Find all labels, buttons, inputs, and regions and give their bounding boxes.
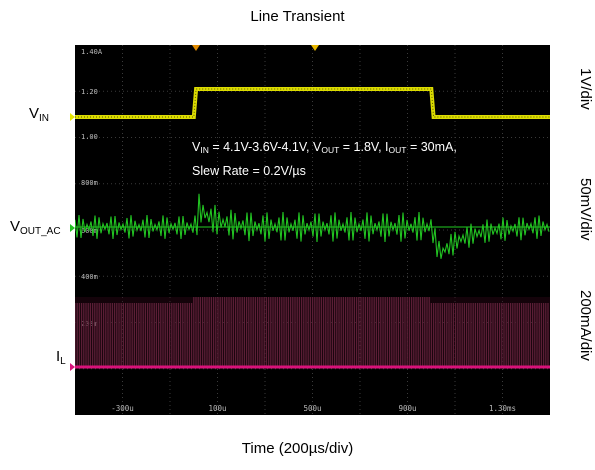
annotation-line-1: VIN = 4.1V-3.6V-4.1V, VOUT = 1.8V, IOUT …	[192, 140, 457, 155]
x-tick-label: 900u	[398, 404, 416, 413]
vout-scale-label: 50mV/div	[577, 178, 594, 241]
x-tick-label: -300u	[111, 404, 134, 413]
vin-ground-marker-icon	[70, 113, 75, 121]
x-tick-label: 1.30ms	[489, 404, 516, 413]
il-channel-label: IL	[56, 348, 66, 367]
channel-tick-label: 800m	[81, 179, 98, 187]
channel-tick-label: 600m	[81, 227, 98, 235]
il-ground-marker-icon	[70, 363, 75, 371]
x-tick-label: 100u	[208, 404, 226, 413]
vin-channel-label: VIN	[29, 105, 50, 124]
vin-trace-ripple	[75, 88, 550, 118]
vout-channel-label: VOUT_AC	[10, 218, 61, 237]
il-switching-pulses	[75, 297, 549, 367]
il-scale-label: 200mA/div	[577, 290, 594, 361]
trigger-marker-icon	[192, 45, 200, 51]
oscilloscope-screen: 1.40A 1.20 1.00 800m 600m 400m 200m -300u 100u 50…	[75, 45, 550, 415]
time-reference-marker-icon	[311, 45, 319, 51]
vin-scale-label: 1V/div	[577, 68, 594, 110]
chart-title: Line Transient	[250, 8, 345, 25]
scope-plot: 1.40A 1.20 1.00 800m 600m 400m 200m -300u 100u 50…	[75, 45, 550, 415]
channel-tick-label: 400m	[81, 273, 98, 281]
channel-tick-label: 1.20	[81, 88, 98, 96]
annotation-line-2: Slew Rate = 0.2V/µs	[192, 164, 306, 178]
channel-tick-label: 1.40A	[81, 48, 103, 56]
il-envelope-fill	[75, 297, 550, 367]
x-tick-label: 500u	[303, 404, 321, 413]
x-axis-label: Time (200µs/div)	[241, 440, 354, 457]
vout-ground-marker-icon	[70, 224, 75, 232]
test-conditions-annotation: VIN = 4.1V-3.6V-4.1V, VOUT = 1.8V, IOUT …	[192, 137, 457, 182]
channel-tick-label: 1.00	[81, 133, 98, 141]
channel-tick-label: 200m	[81, 320, 98, 328]
